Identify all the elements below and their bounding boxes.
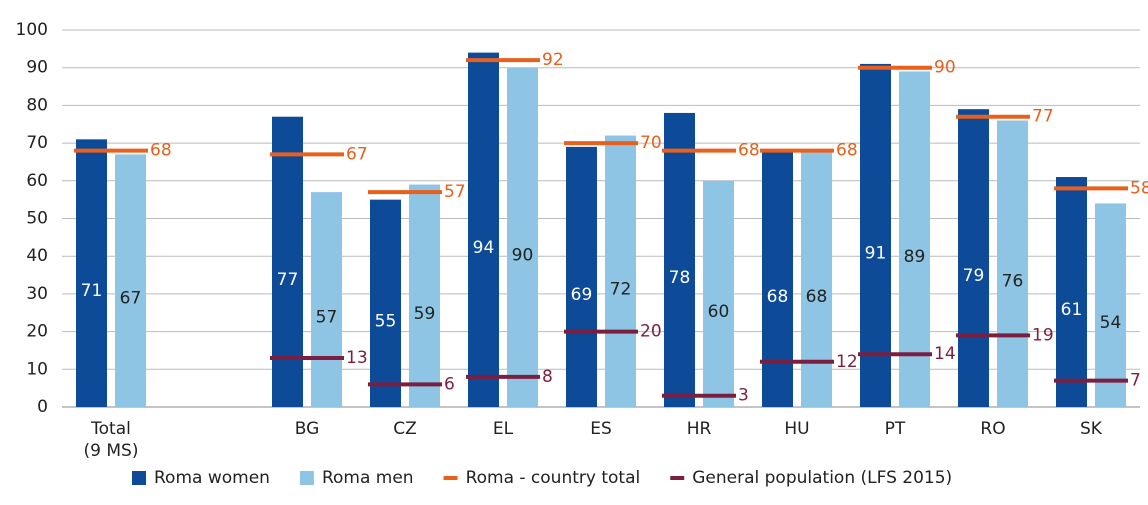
value-label: 79	[963, 266, 985, 286]
x-tick-label: HR	[687, 419, 712, 439]
value-label: 68	[150, 141, 172, 161]
y-tick-label: 70	[26, 133, 48, 153]
value-label: 57	[316, 308, 338, 328]
value-label: 89	[904, 247, 926, 267]
x-tick-label: EL	[493, 419, 514, 439]
bar	[997, 120, 1028, 407]
bar	[76, 139, 107, 407]
value-label: 72	[610, 279, 632, 299]
value-label: 90	[934, 58, 956, 78]
value-label: 68	[767, 287, 789, 307]
bar	[958, 109, 989, 408]
value-label: 69	[571, 285, 593, 305]
bar	[468, 52, 499, 408]
y-tick-label: 10	[26, 359, 48, 379]
value-label: 55	[375, 311, 397, 331]
bar	[566, 146, 597, 407]
x-tick-label: HU	[784, 419, 809, 439]
value-label: 92	[542, 50, 564, 70]
legend: Roma women Roma men Roma - country total Ge…	[132, 468, 952, 488]
bar	[605, 135, 636, 407]
bar	[703, 180, 734, 407]
bar	[664, 112, 695, 407]
value-label: 7	[1130, 371, 1141, 391]
x-tick-label: BG	[295, 419, 320, 439]
bar	[860, 63, 891, 408]
y-tick-label: 60	[26, 171, 48, 191]
value-label: 13	[346, 348, 368, 368]
legend-label: Roma women	[154, 468, 270, 488]
value-label: 76	[1002, 272, 1024, 292]
value-label: 67	[346, 144, 368, 164]
value-label: 71	[81, 281, 103, 301]
y-tick-label: 90	[26, 58, 48, 78]
value-label: 91	[865, 243, 887, 263]
value-label: 70	[640, 133, 662, 153]
value-label: 8	[542, 367, 553, 387]
value-label: 3	[738, 386, 749, 406]
bar	[1056, 177, 1087, 407]
y-tick-label: 80	[26, 95, 48, 115]
bar	[507, 67, 538, 407]
bar	[409, 184, 440, 407]
value-label: 68	[738, 141, 760, 161]
value-label: 68	[836, 141, 858, 161]
legend-label: Roma men	[322, 468, 414, 488]
x-tick-label: ES	[590, 419, 612, 439]
legend-label: General population (LFS 2015)	[692, 468, 952, 488]
value-label: 19	[1032, 325, 1054, 345]
value-label: 54	[1100, 313, 1122, 333]
y-tick-label: 0	[37, 397, 48, 417]
bar	[115, 154, 146, 407]
bar	[311, 192, 342, 407]
value-label: 59	[414, 304, 436, 324]
value-label: 60	[708, 302, 730, 322]
x-tick-label: SK	[1080, 419, 1103, 439]
legend-swatch	[132, 471, 146, 485]
value-label: 77	[1032, 107, 1054, 127]
value-label: 78	[669, 268, 691, 288]
value-label: 67	[120, 289, 142, 309]
bar	[801, 150, 832, 407]
x-tick-label: PT	[885, 419, 906, 439]
value-label: 58	[1130, 178, 1148, 198]
bar	[1095, 203, 1126, 407]
x-tick-label: RO	[980, 419, 1005, 439]
value-label: 61	[1061, 300, 1083, 320]
legend-label: Roma - country total	[466, 468, 641, 488]
value-label: 6	[444, 374, 455, 394]
bar	[272, 116, 303, 408]
value-label: 14	[934, 344, 956, 364]
x-tick-label: Total (9 MS)	[84, 419, 139, 461]
value-label: 57	[444, 182, 466, 202]
x-tick-label: CZ	[393, 419, 417, 439]
value-label: 90	[512, 245, 534, 265]
legend-swatch	[299, 471, 314, 485]
value-label: 77	[277, 270, 299, 290]
value-label: 20	[640, 322, 662, 342]
bar	[899, 71, 930, 407]
value-label: 12	[836, 352, 858, 372]
y-tick-label: 30	[26, 284, 48, 304]
y-tick-label: 100	[16, 20, 48, 40]
y-tick-label: 40	[26, 246, 48, 266]
bar	[370, 199, 401, 407]
y-tick-label: 20	[26, 322, 48, 342]
y-tick-label: 50	[26, 209, 48, 229]
value-label: 68	[806, 287, 828, 307]
bar	[762, 150, 793, 407]
value-label: 94	[473, 238, 495, 258]
